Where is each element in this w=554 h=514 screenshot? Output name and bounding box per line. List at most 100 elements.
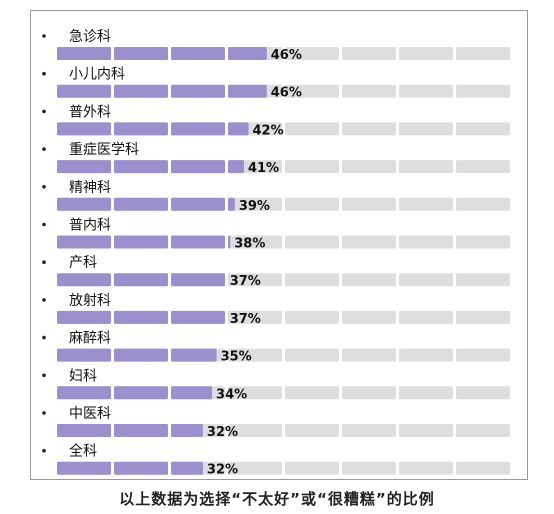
bar-row-10: 妇科 34% [42,367,510,402]
bar-row-7: 产科 37% [42,255,510,289]
bar-row-6: 普内科 38% [42,218,510,252]
value-label: 46% [271,48,302,63]
bar-segment-empty [228,235,282,249]
value-label: 46% [271,86,302,101]
bullet-dot [42,34,46,38]
bar-segment-filled [114,424,168,437]
category-label: 小儿内科 [69,67,125,83]
category-label: 普外科 [69,104,111,120]
category-label: 中医科 [69,406,111,422]
bar-segment-empty [285,47,339,60]
bar-segment-empty [285,197,339,211]
bar-segment-filled [171,235,225,249]
bar-segment-empty [228,386,282,400]
chart-frame: 急诊科 46% 小儿内科 46% 普外科 42% 重症医学科 41% 精神科 39% 普内科 38% 产… [30,10,528,480]
bullet-dot [42,185,46,189]
bar-segment-empty [399,197,453,211]
category-label: 全科 [69,443,97,460]
bar-segment-empty [342,348,396,362]
bullet-dot [42,298,46,302]
bar-segment-empty [342,47,396,60]
bar-segment-empty [399,47,453,60]
bar-segment-filled [228,122,249,136]
bar-segment-empty [228,273,282,287]
category-label: 普内科 [69,218,111,234]
bar-segment-empty [342,235,396,249]
bar-segment-empty [399,122,453,136]
bar-row-4: 重症医学科 41% [42,142,510,176]
bar-segment-empty [456,47,510,60]
category-label: 放射科 [69,293,111,309]
bar-segment-empty [456,424,510,437]
bar-segment-filled [114,273,168,287]
bar-segment-empty [342,424,396,437]
bar-segment-filled [57,273,111,287]
bar-segment-empty [456,122,510,136]
bar-segment-empty [228,197,282,211]
value-label: 35% [221,350,252,365]
bar-segment-filled [57,461,111,475]
bar-segment-filled [114,461,168,475]
chart-caption: 以上数据为选择“不太好”或“很糟糕”的比例 [119,490,435,508]
bar-segment-empty [456,160,510,174]
value-label: 32% [207,463,238,478]
bar-segment-filled [228,160,244,174]
bar-segment-empty [285,310,339,324]
bar-segment-filled [171,461,203,475]
bar-segment-filled [114,47,168,60]
bar-segment-filled [171,348,217,362]
bar-segment-filled [171,386,213,400]
bar-segment-empty [285,84,339,98]
bar-segment-filled [171,424,203,437]
bar-segment-filled [114,122,168,136]
bar-row-12: 全科 32% [42,443,510,478]
bar-segment-filled [228,197,235,211]
bar-row-3: 普外科 42% [42,104,510,138]
bar-segment-empty [456,197,510,211]
bar-segment-filled [57,386,111,400]
bar-segment-empty [285,348,339,362]
bar-segment-empty [228,348,282,362]
bar-segment-empty [399,84,453,98]
bullet-dot [42,260,46,264]
bullet-dot [42,335,46,340]
bar-row-9: 麻醉科 35% [42,331,510,365]
bar-segment-empty [342,273,396,287]
bar-row-11: 中医科 32% [42,406,510,440]
bar-segment-filled [114,348,168,362]
value-label: 34% [216,387,247,402]
bar-segment-filled [114,197,168,211]
category-label: 妇科 [69,367,97,384]
bar-segment-empty [285,235,339,249]
bar-segment-filled [171,197,225,211]
bar-segment-empty [399,348,453,362]
bar-segment-filled [57,47,111,60]
bar-segment-filled [171,273,225,287]
bar-row-5: 精神科 39% [42,180,510,214]
bar-segment-filled [57,160,111,174]
bar-segment-filled [171,47,225,60]
bullet-dot [42,71,46,76]
bar-segment-filled [228,235,231,249]
value-label: 37% [230,274,261,289]
bar-segment-empty [456,461,510,475]
value-label: 38% [234,237,265,252]
value-label: 41% [248,161,279,176]
bullet-dot [42,411,46,415]
bar-segment-filled [114,84,168,98]
bar-segment-empty [399,461,453,475]
bar-segment-empty [228,461,282,475]
bar-segment-empty [399,310,453,324]
bar-segment-filled [114,310,168,324]
bar-segment-empty [342,197,396,211]
value-label: 42% [253,123,284,138]
bar-segment-empty [399,235,453,249]
bar-segment-filled [114,386,168,400]
bar-segment-filled [114,160,168,174]
bar-segment-filled [171,310,225,324]
bar-segment-empty [285,424,339,437]
bar-segment-empty [399,424,453,437]
bar-segment-empty [285,160,339,174]
bar-segment-empty [285,122,339,136]
bar-segment-empty [342,461,396,475]
